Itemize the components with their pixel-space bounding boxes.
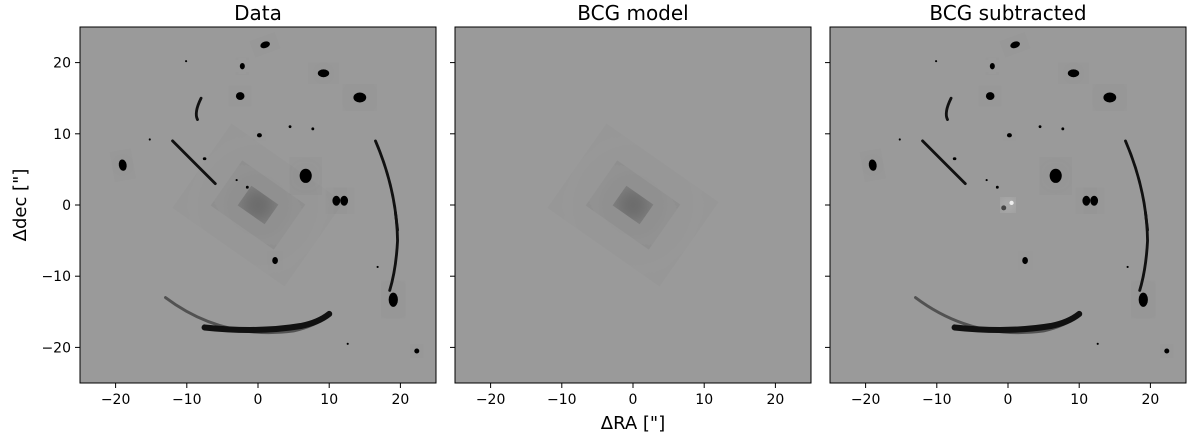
x-tick-label: 20 [391,392,409,408]
panel-title-data: Data [234,1,282,25]
y-axis-label: Δdec ["] [10,169,31,242]
x-tick-label: −10 [922,392,952,408]
x-tick-label: 0 [629,392,638,408]
x-tick-label: −10 [172,392,202,408]
panel-title-subtracted: BCG subtracted [929,1,1086,25]
y-tick-label: 10 [53,127,71,143]
panel-model-image [455,27,811,383]
y-tick-label: −20 [41,340,71,356]
y-tick-label: −10 [41,269,71,285]
y-tick-label: 0 [62,198,71,214]
x-axis-label: ΔRA ["] [601,413,665,434]
x-tick-label: −20 [476,392,506,408]
panel-title-model: BCG model [577,1,688,25]
x-tick-label: −20 [851,392,881,408]
axis-ticks: −20 −10 0 10 20 20 10 0 −10 −20 −20 −10 0 10 20 −20 −10 0… [41,56,1159,408]
x-tick-label: 10 [695,392,713,408]
panel-subtracted-image [830,27,1186,383]
x-tick-label: 0 [254,392,263,408]
x-tick-label: 20 [766,392,784,408]
x-tick-label: −10 [547,392,577,408]
y-tick-label: 20 [53,56,71,72]
x-tick-label: −20 [101,392,131,408]
panel-data-image [80,27,436,383]
x-tick-label: 10 [320,392,338,408]
x-tick-label: 0 [1004,392,1013,408]
x-tick-label: 20 [1141,392,1159,408]
x-tick-label: 10 [1070,392,1088,408]
